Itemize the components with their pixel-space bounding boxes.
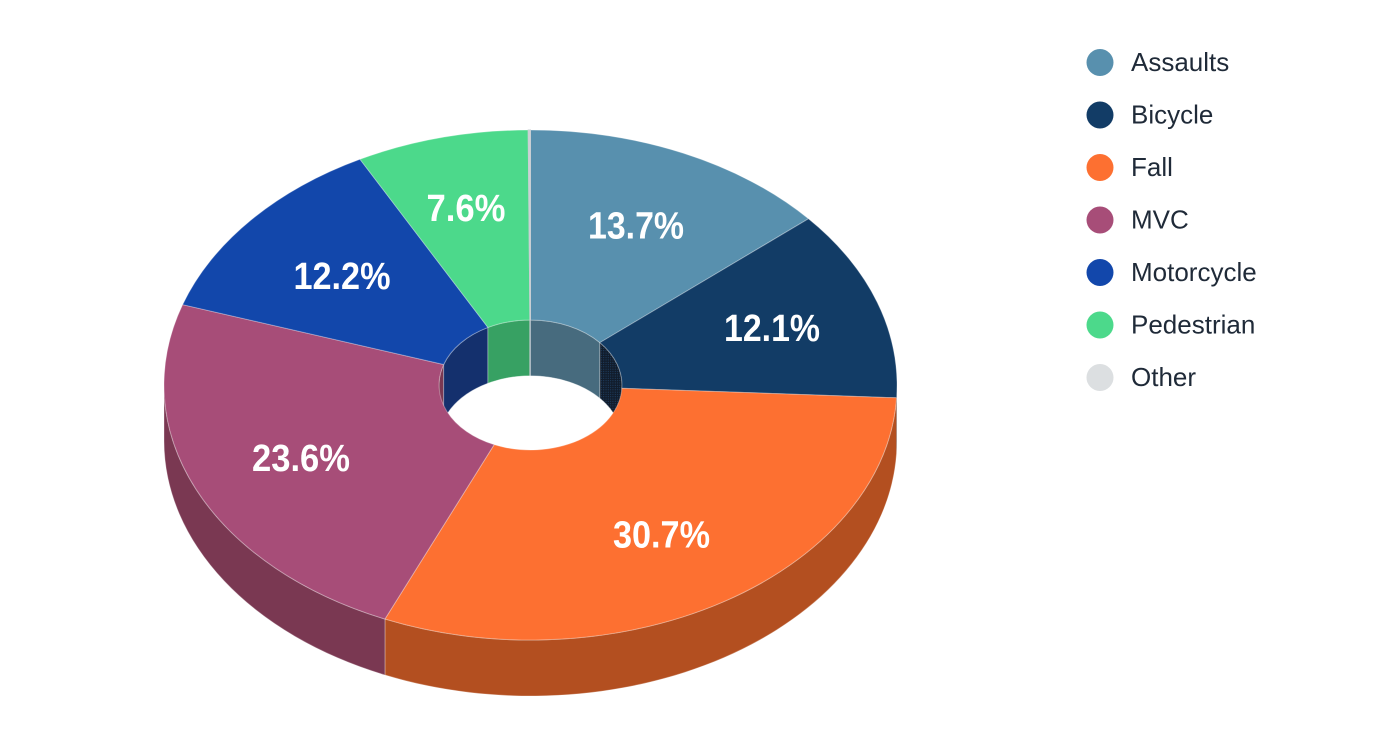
svg-text:MVC: MVC	[1131, 205, 1189, 235]
svg-text:12.2%: 12.2%	[294, 256, 391, 298]
svg-text:7.6%: 7.6%	[427, 188, 506, 230]
svg-text:Assaults: Assaults	[1131, 47, 1229, 77]
svg-text:Bicycle: Bicycle	[1131, 100, 1213, 130]
svg-text:Fall: Fall	[1131, 152, 1173, 182]
svg-text:13.7%: 13.7%	[588, 205, 684, 247]
svg-text:Other: Other	[1131, 362, 1196, 392]
svg-text:30.7%: 30.7%	[613, 515, 710, 557]
svg-text:Pedestrian: Pedestrian	[1131, 310, 1255, 340]
svg-text:23.6%: 23.6%	[252, 438, 350, 480]
svg-text:Motorcycle: Motorcycle	[1131, 257, 1257, 287]
svg-text:12.1%: 12.1%	[724, 308, 820, 350]
